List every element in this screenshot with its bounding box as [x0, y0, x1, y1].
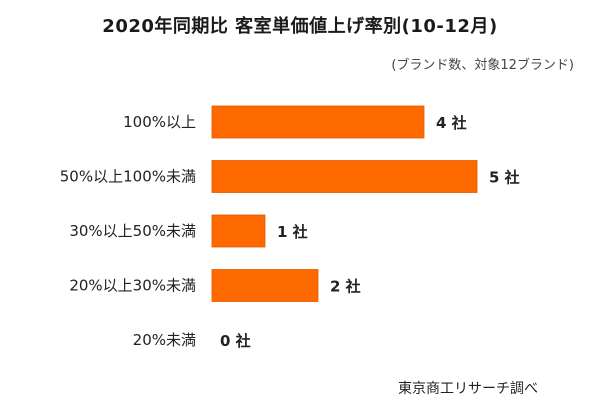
- bar: [211, 160, 478, 193]
- category-label: 20%未満: [133, 331, 196, 349]
- bar: [211, 269, 319, 302]
- category-label: 30%以上50%未満: [69, 222, 196, 240]
- chart-title: 2020年同期比 客室単価値上げ率別(10-12月): [102, 16, 498, 37]
- value-label: 4 社: [436, 114, 467, 132]
- bar: [211, 214, 266, 248]
- bar: [211, 105, 425, 139]
- category-label: 100%以上: [123, 113, 196, 131]
- category-label: 50%以上100%未満: [60, 168, 196, 186]
- category-label: 20%以上30%未満: [69, 277, 196, 295]
- source-note: 東京商工リサーチ調べ: [398, 381, 538, 397]
- value-label: 0 社: [220, 332, 251, 350]
- value-label: 1 社: [277, 223, 308, 241]
- chart-subtitle: (ブランド数、対象12ブランド): [391, 58, 574, 73]
- value-label: 5 社: [489, 169, 520, 187]
- value-label: 2 社: [330, 278, 361, 296]
